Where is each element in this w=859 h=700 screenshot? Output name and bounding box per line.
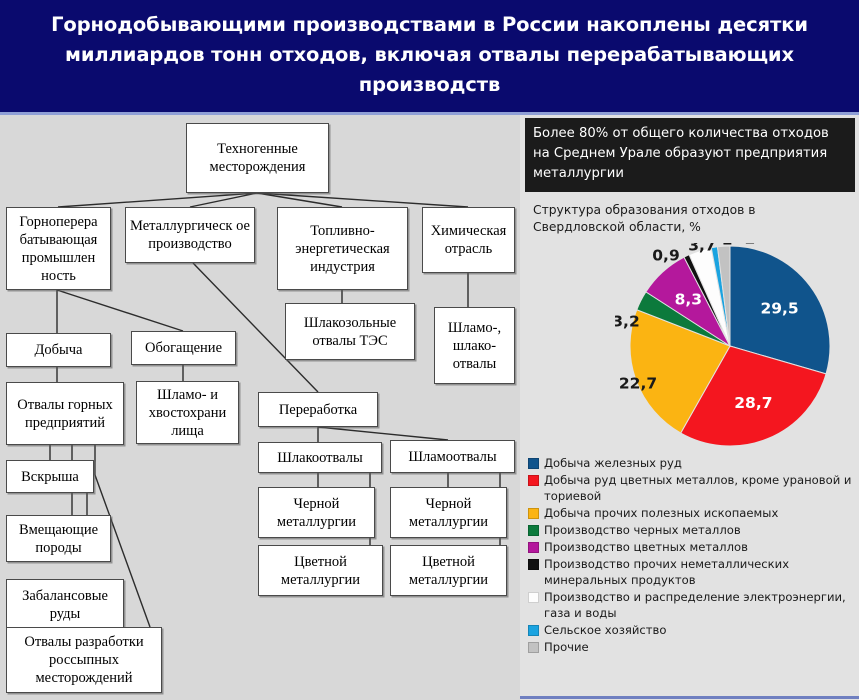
chart-legend: Добыча железных руд Добыча руд цветных ме… xyxy=(528,455,858,656)
pie-value-label: 1 xyxy=(722,243,733,249)
pie-slice xyxy=(629,309,731,434)
node-otvaly-gornykh-predpriyatiy[interactable]: Отвалы горных предприятий xyxy=(6,382,124,445)
node-dobycha[interactable]: Добыча xyxy=(6,333,111,367)
legend-label: Сельское хозяйство xyxy=(544,623,667,637)
legend-color-swatch xyxy=(528,625,539,636)
node-label: Шлакоотвалы xyxy=(277,449,363,466)
legend-item[interactable]: Добыча руд цветных металлов, кроме урано… xyxy=(528,472,858,504)
node-label: Шлакозольные отвалы ТЭС xyxy=(303,314,397,349)
node-label: Вмещающие породы xyxy=(18,521,99,556)
node-tsvetnoy-metallurgii-slag[interactable]: Цветной металлургии xyxy=(258,545,383,596)
legend-item[interactable]: Добыча железных руд xyxy=(528,455,858,471)
pie-value-label: 3,7 xyxy=(688,243,715,255)
legend-item[interactable]: Прочие xyxy=(528,639,858,655)
pie-slices xyxy=(629,245,831,447)
pie-value-label: 0,9 xyxy=(652,247,679,265)
bottom-rule xyxy=(520,696,859,699)
node-otvaly-razrabotki-rossypnykh-mestorozhdeniy[interactable]: Отвалы разработки россыпных месторождени… xyxy=(6,627,162,693)
legend-color-swatch xyxy=(528,542,539,553)
legend-label: Добыча прочих полезных ископаемых xyxy=(544,506,779,520)
legend-color-swatch xyxy=(528,525,539,536)
node-label: Добыча xyxy=(34,342,83,358)
legend-color-swatch xyxy=(528,475,539,486)
hierarchy-diagram-panel: Техногенные месторождения Горноперера ба… xyxy=(0,115,520,700)
pie-slice xyxy=(729,245,831,375)
node-shlakozolnye-otvaly-tes[interactable]: Шлакозольные отвалы ТЭС xyxy=(285,303,415,360)
legend-label: Производство черных металлов xyxy=(544,523,741,537)
node-label: Вскрыша xyxy=(21,468,79,485)
node-zabalansovye-rudy[interactable]: Забалансовые руды xyxy=(6,579,124,631)
node-obogashchenie[interactable]: Обогащение xyxy=(131,331,236,365)
node-label: Обогащение xyxy=(144,340,223,356)
node-label: Отвалы разработки россыпных месторождени… xyxy=(24,634,144,686)
node-label: Отвалы горных предприятий xyxy=(17,396,113,431)
node-label: Горноперера батывающая промышлен ность xyxy=(19,213,98,284)
node-shlamo-i-khvostokhranilishcha[interactable]: Шламо- и хвостохрани лища xyxy=(136,381,239,444)
legend-label: Добыча руд цветных металлов, кроме урано… xyxy=(544,473,852,503)
legend-label: Прочие xyxy=(544,640,589,654)
node-label: Цветной металлургии xyxy=(280,553,361,588)
pie-value-label: 28,7 xyxy=(734,394,772,412)
node-chernoy-metallurgii-slag[interactable]: Черной металлургии xyxy=(258,487,375,538)
pie-value-label: 8,3 xyxy=(675,291,702,309)
legend-label: Производство цветных металлов xyxy=(544,540,748,554)
legend-color-swatch xyxy=(528,508,539,519)
legend-label: Добыча железных руд xyxy=(544,456,682,470)
node-tekhnogennye-mestorozhdeniya[interactable]: Техногенные месторождения xyxy=(186,123,329,193)
pie-value-labels: 29,5 28,7 22,7 3,2 8,3 0,9 3,7 1 2 xyxy=(615,243,799,412)
node-label: Цветной металлургии xyxy=(408,553,489,588)
node-vmeshchayushchie-porody[interactable]: Вмещающие породы xyxy=(6,515,111,562)
node-label: Переработка xyxy=(278,401,358,418)
legend-color-swatch xyxy=(528,559,539,570)
node-label: Металлургическ ое производство xyxy=(130,218,250,252)
chart-title: Структура образования отходов в Свердлов… xyxy=(533,203,756,234)
node-khimicheskaya-otrasl[interactable]: Химическая отрасль xyxy=(422,207,515,273)
legend-label: Производство и распределение электроэнер… xyxy=(544,590,846,620)
node-metallurgicheskoe-proizvodstvo[interactable]: Металлургическ ое производство xyxy=(125,207,255,263)
pie-chart-svg: 29,5 28,7 22,7 3,2 8,3 0,9 3,7 1 2 xyxy=(615,243,831,447)
legend-label: Производство прочих неметаллических мине… xyxy=(544,557,790,587)
node-toplivno-energeticheskaya-industriya[interactable]: Топливно-энергетическая индустрия xyxy=(277,207,408,290)
legend-color-swatch xyxy=(528,592,539,603)
node-vskrysha[interactable]: Вскрыша xyxy=(6,460,94,493)
legend-item[interactable]: Производство и распределение электроэнер… xyxy=(528,589,858,621)
pie-slice xyxy=(680,345,827,447)
callout-box: Более 80% от общего количества отходов н… xyxy=(525,118,855,192)
node-label: Забалансовые руды xyxy=(22,588,108,622)
node-chernoy-metallurgii-sludge[interactable]: Черной металлургии xyxy=(390,487,507,538)
node-pererabotka[interactable]: Переработка xyxy=(258,392,378,427)
legend-color-swatch xyxy=(528,458,539,469)
node-label: Черной металлургии xyxy=(276,495,357,530)
node-label: Шламо- и хвостохрани лища xyxy=(148,386,227,439)
node-label: Шламоотвалы xyxy=(408,448,497,465)
pie-value-label: 29,5 xyxy=(760,299,798,317)
node-gornopererabatyvayushchaya-promyshlennost[interactable]: Горноперера батывающая промышлен ность xyxy=(6,207,111,290)
node-label: Шламо-, шлако-отвалы xyxy=(447,319,502,372)
chart-panel: Более 80% от общего количества отходов н… xyxy=(520,115,859,700)
pie-value-label: 2 xyxy=(745,243,756,248)
pie-value-label: 3,2 xyxy=(615,313,640,331)
legend-item[interactable]: Сельское хозяйство xyxy=(528,622,858,638)
page-title: Горнодобывающими производствами в России… xyxy=(51,13,808,96)
slide-title-banner: Горнодобывающими производствами в России… xyxy=(0,0,859,112)
legend-item[interactable]: Производство прочих неметаллических мине… xyxy=(528,556,858,588)
pie-slice xyxy=(716,245,731,347)
node-label: Химическая отрасль xyxy=(430,223,507,257)
node-shlakootvaly[interactable]: Шлакоотвалы xyxy=(258,442,382,473)
pie-chart: 29,5 28,7 22,7 3,2 8,3 0,9 3,7 1 2 xyxy=(615,243,845,453)
title-underline xyxy=(0,112,859,115)
node-shlamo-shlako-otvaly[interactable]: Шламо-, шлако-отвалы xyxy=(434,307,515,384)
node-shlamootvaly[interactable]: Шламоотвалы xyxy=(390,440,515,473)
legend-item[interactable]: Производство черных металлов xyxy=(528,522,858,538)
legend-item[interactable]: Производство цветных металлов xyxy=(528,539,858,555)
node-label: Техногенные месторождения xyxy=(209,141,306,175)
node-label: Черной металлургии xyxy=(408,495,489,530)
node-label: Топливно-энергетическая индустрия xyxy=(295,222,390,275)
pie-value-label: 22,7 xyxy=(619,375,657,393)
node-tsvetnoy-metallurgii-sludge[interactable]: Цветной металлургии xyxy=(390,545,507,596)
legend-color-swatch xyxy=(528,642,539,653)
legend-item[interactable]: Добыча прочих полезных ископаемых xyxy=(528,505,858,521)
